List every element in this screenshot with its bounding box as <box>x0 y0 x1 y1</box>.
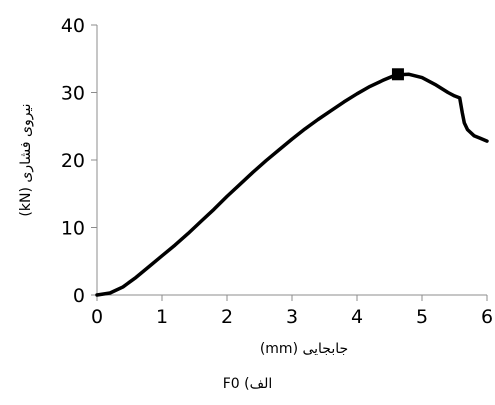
y-tick-label: 40 <box>61 15 85 37</box>
x-tick-label: 5 <box>416 306 428 328</box>
series-group <box>95 68 489 297</box>
labels-group: 0 10 20 30 40 0 1 2 3 4 5 6 جابجایی (mm) نیروی فشاری … <box>18 15 493 357</box>
y-tick-label: 30 <box>61 83 85 105</box>
y-tick-label: 20 <box>61 150 85 172</box>
y-axis-title: نیروی فشاری (kN) <box>18 103 34 216</box>
y-tick-label: 10 <box>61 218 85 240</box>
x-tick-label: 1 <box>156 306 168 328</box>
axes-group <box>91 24 488 301</box>
figure-caption: الف) F0 <box>222 376 273 392</box>
y-tick-label: 0 <box>73 285 85 307</box>
x-tick-label: 6 <box>481 306 493 328</box>
x-tick-label: 3 <box>286 306 298 328</box>
x-tick-label: 0 <box>91 306 103 328</box>
x-axis-title: جابجایی (mm) <box>260 341 348 357</box>
series-line <box>95 72 489 297</box>
x-tick-label: 4 <box>351 306 363 328</box>
x-tick-label: 2 <box>221 306 233 328</box>
peak-marker <box>391 68 404 81</box>
